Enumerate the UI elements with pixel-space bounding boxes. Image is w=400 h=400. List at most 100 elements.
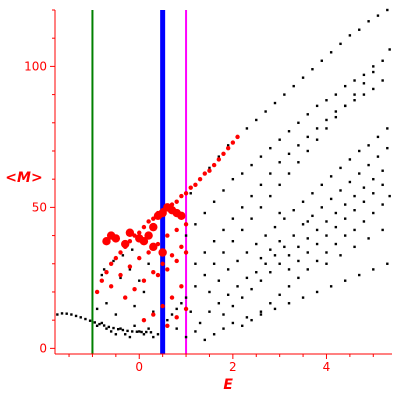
data-point <box>104 270 109 275</box>
data-point <box>320 59 323 62</box>
data-point <box>226 268 230 271</box>
data-point <box>325 127 328 130</box>
data-point <box>381 79 384 82</box>
data-point <box>184 296 188 299</box>
data-point <box>212 262 216 265</box>
data-point <box>236 285 239 288</box>
data-point <box>259 310 263 313</box>
data-point <box>65 312 68 315</box>
data-point <box>146 250 151 255</box>
data-point <box>287 172 291 175</box>
data-point <box>334 242 338 246</box>
data-point <box>188 185 193 190</box>
data-point <box>278 211 281 215</box>
data-point <box>306 149 309 153</box>
data-point <box>339 166 342 170</box>
data-point <box>147 262 150 265</box>
data-point <box>169 295 175 300</box>
data-point <box>297 245 300 249</box>
data-point <box>145 330 148 334</box>
data-point <box>119 276 122 280</box>
data-point <box>287 268 291 271</box>
data-point <box>372 87 375 91</box>
data-point <box>343 203 347 206</box>
data-point <box>301 223 305 226</box>
y-axis-label: <M> <box>5 170 42 186</box>
data-point <box>95 307 99 311</box>
data-point <box>212 240 216 243</box>
data-point <box>135 330 139 333</box>
data-point <box>353 194 356 198</box>
data-point <box>133 324 136 328</box>
data-point <box>255 118 258 122</box>
data-point <box>151 270 156 275</box>
data-point <box>174 258 179 264</box>
data-point <box>156 333 160 336</box>
data-point <box>193 182 198 188</box>
data-point <box>123 295 128 300</box>
data-point <box>343 217 347 220</box>
data-point <box>241 172 244 175</box>
data-point <box>339 42 342 46</box>
data-point <box>301 200 305 203</box>
data-point <box>132 286 137 292</box>
data-point <box>292 84 295 88</box>
data-point <box>343 84 347 88</box>
data-point <box>269 302 272 305</box>
data-point <box>131 330 134 333</box>
data-point <box>353 79 356 82</box>
data-point <box>183 191 189 196</box>
data-point <box>348 158 352 161</box>
data-point <box>222 327 225 330</box>
data-point <box>343 234 347 237</box>
series-2 <box>102 203 186 257</box>
data-point <box>381 169 384 172</box>
data-point <box>250 287 253 291</box>
axes <box>54 10 392 355</box>
x-axis-label: E <box>223 377 233 393</box>
data-point <box>108 261 114 266</box>
data-point <box>245 251 249 254</box>
data-point <box>381 228 384 232</box>
data-point <box>320 206 323 209</box>
data-point <box>381 183 384 187</box>
data-point <box>142 333 146 336</box>
data-point <box>217 279 221 282</box>
data-point <box>278 240 281 243</box>
series-1 <box>94 134 240 329</box>
data-point <box>197 176 203 182</box>
data-point <box>183 306 189 312</box>
data-point <box>140 330 143 334</box>
data-point <box>386 262 389 265</box>
data-point <box>306 251 309 254</box>
data-point <box>99 278 105 283</box>
data-point <box>160 261 165 266</box>
data-point <box>315 290 319 294</box>
data-point <box>367 144 370 147</box>
data-point <box>315 104 319 108</box>
data-point <box>208 310 211 313</box>
data-point <box>358 149 361 153</box>
data-point <box>113 255 119 261</box>
data-point <box>264 110 267 113</box>
data-point <box>100 273 104 277</box>
data-point <box>194 223 197 226</box>
data-point <box>146 219 151 224</box>
data-point <box>194 262 197 265</box>
data-point <box>230 140 236 145</box>
data-point <box>297 144 300 147</box>
data-point <box>329 175 333 178</box>
data-point <box>105 302 108 305</box>
x-tick-label: 0 <box>135 360 143 374</box>
data-point <box>388 48 391 51</box>
data-point <box>116 327 120 331</box>
data-points <box>56 8 391 342</box>
data-point <box>221 151 226 157</box>
data-point <box>112 326 115 330</box>
data-point <box>114 313 118 316</box>
data-point <box>306 135 309 139</box>
data-point <box>158 248 167 257</box>
data-point <box>315 259 319 263</box>
data-point <box>353 228 356 232</box>
data-point <box>386 127 389 130</box>
